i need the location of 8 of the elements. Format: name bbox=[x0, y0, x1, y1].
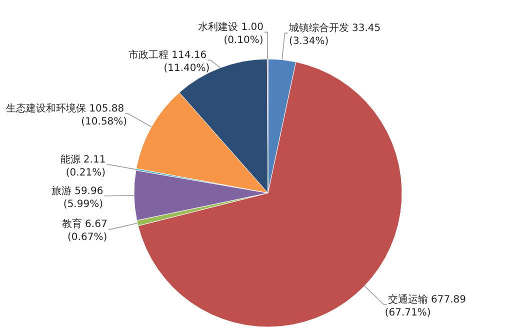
slice-label: 市政工程 114.16 (11.40%) bbox=[128, 49, 210, 74]
slice-label: 城镇综合开发 33.45 (3.34%) bbox=[288, 22, 381, 48]
slice-label: 交通运输 677.89 (67.71%) bbox=[384, 294, 466, 319]
slice-label: 生态建设和环境保 105.88 (10.58%) bbox=[6, 102, 128, 128]
slice-label: 教育 6.67 (0.67%) bbox=[62, 218, 108, 244]
slice-label: 能源 2.11 (0.21%) bbox=[60, 154, 106, 179]
slice-label: 水利建设 1.00 (0.10%) bbox=[198, 21, 264, 46]
slice-label: 旅游 59.96 (5.99%) bbox=[51, 184, 104, 210]
